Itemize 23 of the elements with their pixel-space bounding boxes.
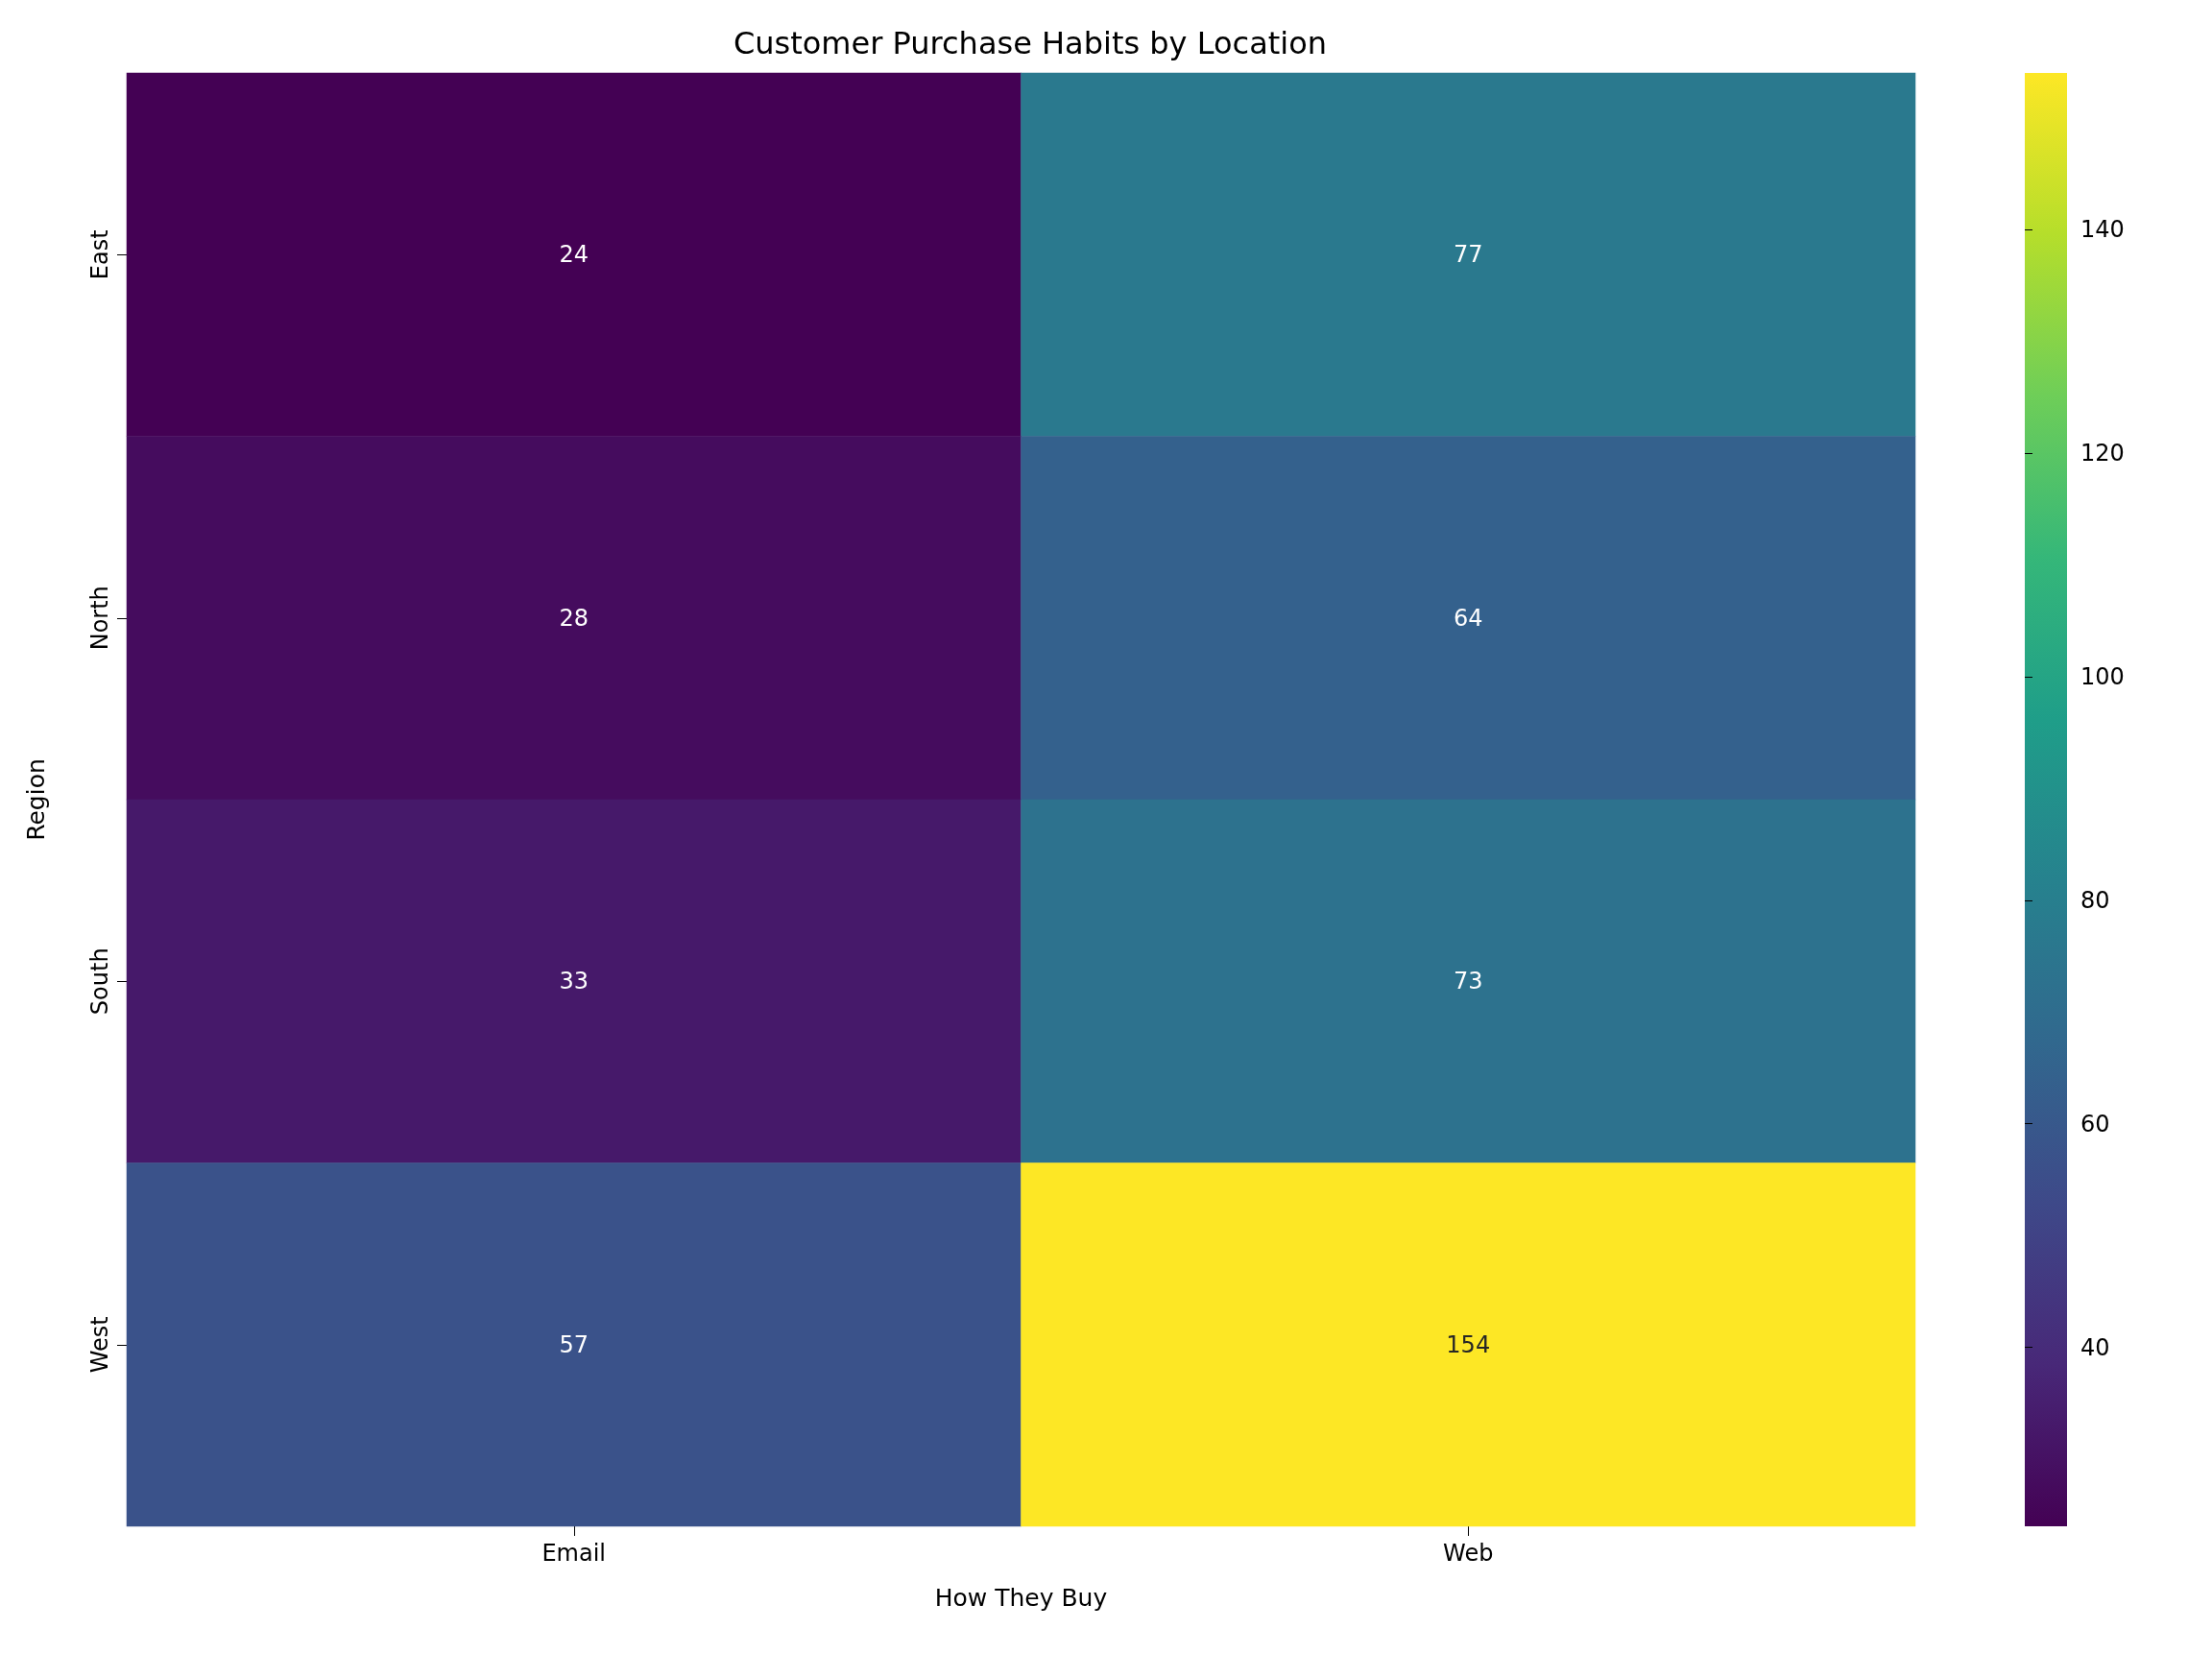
color-bar-label: 120 — [2080, 439, 2125, 467]
color-bar-label: 40 — [2080, 1333, 2110, 1361]
data-label: 28 — [559, 604, 589, 632]
data-label: 33 — [559, 968, 589, 995]
y-tick-label: South — [86, 947, 113, 1016]
y-tick-label: North — [86, 586, 113, 651]
data-label: 73 — [1453, 968, 1483, 995]
color-bar-label: 60 — [2080, 1110, 2110, 1138]
y-axis-title: Region — [22, 758, 50, 841]
color-bar-label: 100 — [2080, 662, 2125, 690]
color-bar-label: 140 — [2080, 216, 2125, 244]
data-label: 154 — [1446, 1330, 1491, 1358]
color-bar-label: 80 — [2080, 886, 2110, 914]
x-tick-label: Web — [1443, 1540, 1494, 1567]
y-tick-label: West — [86, 1316, 113, 1374]
data-label: 64 — [1453, 604, 1483, 632]
x-axis-title: How They Buy — [934, 1584, 1108, 1612]
x-tick-label: Email — [541, 1540, 607, 1567]
data-label: 24 — [559, 241, 589, 269]
chart-title: Customer Purchase Habits by Location — [733, 25, 1328, 61]
y-tick-label: East — [86, 229, 113, 280]
data-label: 77 — [1453, 241, 1483, 269]
data-label: 57 — [559, 1330, 589, 1358]
